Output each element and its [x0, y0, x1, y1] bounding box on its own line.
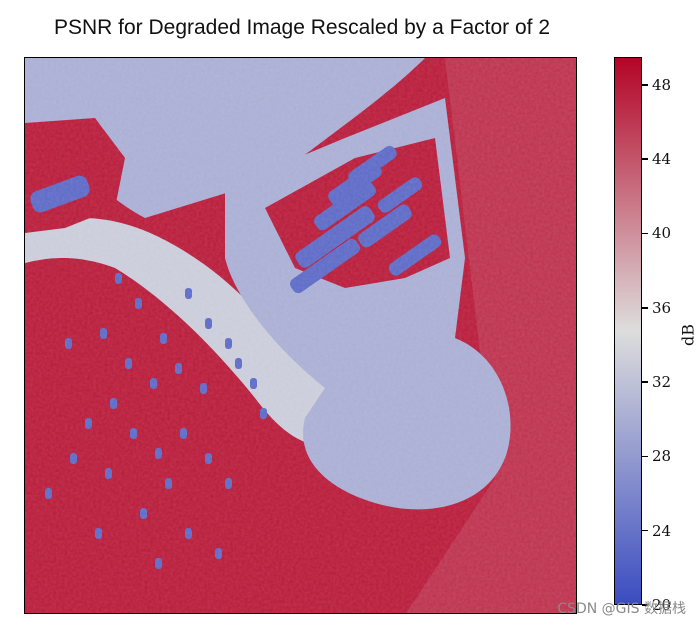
chart-title: PSNR for Degraded Image Rescaled by a Fa… — [53, 16, 551, 39]
colorbar-tick-label: 24 — [652, 521, 672, 540]
colorbar-tick-label: 44 — [652, 150, 672, 169]
colorbar-tick — [642, 455, 648, 458]
colorbar-tick — [642, 84, 648, 86]
heatmap-plot-area — [24, 57, 577, 614]
watermark: CSDN @GIS 数据栈 — [557, 601, 686, 617]
colorbar — [614, 57, 642, 605]
colorbar-tick-label: 36 — [652, 298, 672, 317]
colorbar-tick-label: 32 — [652, 373, 672, 392]
colorbar-tick-label: 48 — [652, 75, 672, 94]
heatmap-svg — [25, 58, 576, 613]
colorbar-tick-label: 20 — [652, 596, 672, 614]
colorbar-tick-label: 40 — [652, 224, 672, 243]
colorbar-ticks: 20 24 28 32 36 40 44 48 — [614, 57, 694, 614]
colorbar-tick — [642, 529, 648, 532]
colorbar-tick-label: 28 — [652, 447, 672, 466]
colorbar-label: dB — [678, 324, 698, 346]
colorbar-tick — [642, 232, 648, 235]
noise-texture — [25, 58, 576, 613]
colorbar-tick — [642, 307, 648, 309]
colorbar-tick — [642, 158, 648, 160]
colorbar-tick — [642, 604, 648, 606]
colorbar-tick — [642, 381, 648, 383]
